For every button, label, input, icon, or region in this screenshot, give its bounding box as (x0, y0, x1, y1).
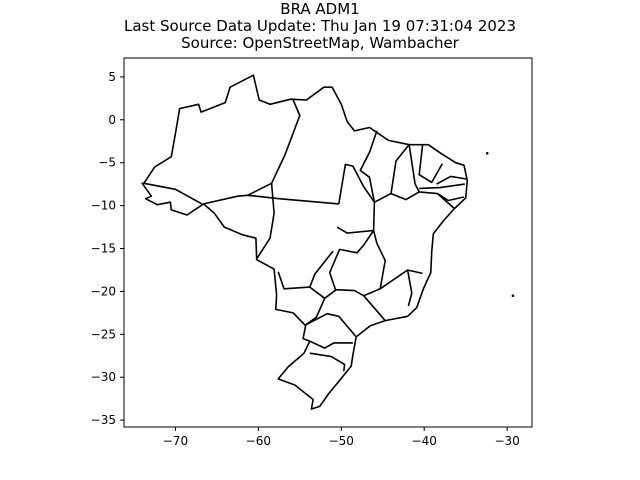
state-boundary-12 (406, 269, 413, 307)
y-tick-label: 5 (108, 70, 116, 84)
y-tick-label: −30 (91, 370, 116, 384)
y-tick-label: −5 (98, 156, 116, 170)
x-tick-label: −60 (246, 434, 271, 448)
island-1 (511, 294, 515, 298)
state-boundary-7 (305, 286, 326, 326)
y-tick-label: −10 (91, 199, 116, 213)
x-tick-label: −70 (163, 434, 188, 448)
state-boundary-20 (437, 192, 465, 202)
x-tick-label: −50 (329, 434, 354, 448)
state-boundary-13 (374, 191, 456, 210)
state-boundary-16 (408, 145, 420, 193)
state-boundary-11 (379, 269, 423, 290)
state-boundary-9 (363, 230, 387, 297)
state-boundary-18 (436, 175, 467, 185)
y-axis: 5 0 −5 −10 −15 −20 −25 −30 −35 (91, 70, 124, 427)
state-boundary-1 (203, 194, 248, 205)
island-0 (485, 151, 489, 155)
state-boundary-21 (305, 312, 357, 338)
x-axis: −70 −60 −50 −40 −30 (163, 427, 520, 448)
state-boundary-23 (309, 352, 346, 372)
y-tick-label: −35 (91, 413, 116, 427)
state-boundary-5 (336, 163, 376, 234)
state-boundary-15 (390, 145, 410, 194)
map-layer (141, 74, 515, 410)
state-boundary-4 (256, 183, 275, 260)
country-outline (141, 74, 469, 410)
y-tick-label: −20 (91, 284, 116, 298)
state-boundary-14 (359, 130, 378, 203)
state-boundary-19 (419, 183, 465, 190)
map-subtitle-source: Source: OpenStreetMap, Wambacher (181, 34, 459, 52)
state-boundary-10 (328, 230, 375, 290)
state-boundary-2 (247, 99, 301, 197)
plot-frame (123, 57, 533, 428)
x-tick-label: −40 (412, 434, 437, 448)
y-tick-label: −25 (91, 327, 116, 341)
y-tick-label: −15 (91, 242, 116, 256)
state-boundary-8 (324, 288, 386, 322)
state-boundary-3 (247, 194, 339, 205)
state-boundary-17 (418, 145, 444, 184)
y-tick-label: 0 (108, 113, 116, 127)
map-title: BRA ADM1 (280, 0, 360, 18)
map-subtitle-update: Last Source Data Update: Thu Jan 19 07:3… (123, 17, 517, 35)
state-boundary-22 (309, 340, 353, 349)
state-boundary-0 (143, 182, 203, 205)
x-tick-label: −30 (494, 434, 519, 448)
state-boundary-6 (277, 250, 334, 290)
